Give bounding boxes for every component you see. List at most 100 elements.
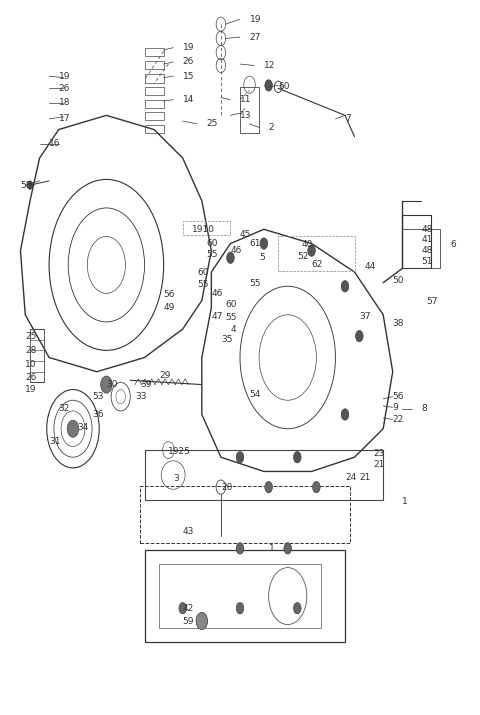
Text: 50: 50 bbox=[393, 276, 404, 285]
Text: 43: 43 bbox=[183, 528, 194, 536]
Text: 19: 19 bbox=[250, 15, 261, 24]
Text: 10: 10 bbox=[25, 360, 37, 369]
Circle shape bbox=[265, 80, 273, 91]
Text: 1925: 1925 bbox=[168, 447, 192, 456]
Text: 60: 60 bbox=[278, 82, 289, 92]
Circle shape bbox=[341, 280, 349, 292]
Circle shape bbox=[293, 603, 301, 614]
Text: 55: 55 bbox=[226, 313, 237, 322]
Text: 58: 58 bbox=[21, 181, 32, 189]
Text: 17: 17 bbox=[59, 114, 70, 124]
Text: 40: 40 bbox=[302, 240, 313, 250]
Text: 35: 35 bbox=[221, 335, 232, 344]
Circle shape bbox=[341, 409, 349, 420]
Text: 34: 34 bbox=[78, 423, 89, 432]
Text: 24: 24 bbox=[345, 473, 356, 482]
Text: 55: 55 bbox=[250, 279, 261, 288]
Text: 16: 16 bbox=[49, 139, 60, 148]
Bar bbox=[30, 329, 44, 383]
Text: 25: 25 bbox=[25, 332, 36, 340]
Text: 18: 18 bbox=[59, 98, 70, 107]
Bar bbox=[144, 99, 164, 108]
Text: 26: 26 bbox=[59, 84, 70, 93]
Text: 44: 44 bbox=[364, 262, 375, 271]
Bar bbox=[144, 87, 164, 95]
Text: 22: 22 bbox=[393, 415, 404, 424]
Text: 13: 13 bbox=[240, 111, 252, 120]
Text: 31: 31 bbox=[49, 437, 60, 446]
Circle shape bbox=[227, 252, 234, 264]
Text: 55: 55 bbox=[206, 250, 218, 259]
Circle shape bbox=[260, 238, 268, 250]
Circle shape bbox=[27, 181, 33, 189]
Text: 41: 41 bbox=[421, 235, 432, 245]
Text: 53: 53 bbox=[92, 392, 104, 401]
Text: 38: 38 bbox=[393, 319, 404, 327]
Text: 11: 11 bbox=[240, 95, 252, 104]
Text: 60: 60 bbox=[206, 239, 218, 248]
Bar bbox=[402, 215, 431, 268]
Bar bbox=[144, 74, 164, 82]
Circle shape bbox=[284, 543, 291, 554]
Text: 28: 28 bbox=[25, 346, 36, 355]
Text: 48: 48 bbox=[421, 246, 432, 255]
Text: 39: 39 bbox=[140, 380, 151, 389]
Circle shape bbox=[236, 543, 244, 554]
Text: 23: 23 bbox=[373, 449, 385, 458]
Text: 45: 45 bbox=[240, 230, 252, 240]
Circle shape bbox=[312, 481, 320, 493]
Text: 19: 19 bbox=[183, 43, 194, 52]
Text: 20: 20 bbox=[221, 483, 232, 492]
Text: 57: 57 bbox=[426, 297, 438, 307]
Text: 52: 52 bbox=[297, 252, 309, 261]
Text: 19: 19 bbox=[59, 72, 70, 81]
Circle shape bbox=[196, 613, 207, 630]
Bar bbox=[159, 564, 321, 628]
Bar bbox=[278, 237, 355, 270]
Text: 5: 5 bbox=[259, 253, 265, 262]
Text: 26: 26 bbox=[183, 57, 194, 66]
Text: 36: 36 bbox=[92, 410, 104, 419]
Text: 12: 12 bbox=[264, 61, 275, 70]
Text: 60: 60 bbox=[197, 267, 208, 277]
Text: 42: 42 bbox=[183, 603, 194, 613]
Text: 49: 49 bbox=[164, 303, 175, 312]
Bar bbox=[183, 221, 230, 235]
Text: 51: 51 bbox=[421, 257, 433, 266]
Text: 6: 6 bbox=[450, 240, 456, 250]
Text: 2: 2 bbox=[269, 123, 274, 132]
Text: 46: 46 bbox=[230, 246, 242, 255]
Text: 3: 3 bbox=[173, 474, 179, 483]
Text: 29: 29 bbox=[159, 371, 170, 380]
Text: 15: 15 bbox=[183, 72, 194, 81]
Circle shape bbox=[101, 376, 112, 393]
Text: 9: 9 bbox=[393, 403, 398, 412]
Text: 54: 54 bbox=[250, 390, 261, 399]
Text: 26: 26 bbox=[25, 373, 36, 382]
Bar bbox=[144, 550, 345, 642]
Text: 30: 30 bbox=[107, 380, 118, 389]
Text: 56: 56 bbox=[164, 290, 175, 300]
Text: 62: 62 bbox=[312, 260, 323, 270]
Text: 61: 61 bbox=[250, 239, 261, 248]
Text: 21: 21 bbox=[360, 473, 371, 482]
Text: 19: 19 bbox=[25, 385, 37, 394]
Text: 1: 1 bbox=[402, 497, 408, 506]
Text: 55: 55 bbox=[197, 280, 208, 289]
Text: 47: 47 bbox=[211, 312, 223, 322]
Text: 8: 8 bbox=[421, 404, 427, 413]
Circle shape bbox=[356, 330, 363, 342]
Bar bbox=[144, 61, 164, 69]
Bar bbox=[240, 87, 259, 133]
Text: 27: 27 bbox=[250, 32, 261, 41]
Text: 21: 21 bbox=[373, 460, 385, 469]
Text: 33: 33 bbox=[135, 392, 146, 401]
Bar bbox=[144, 124, 164, 133]
Circle shape bbox=[179, 603, 187, 614]
Text: 1: 1 bbox=[269, 544, 275, 553]
Text: 59: 59 bbox=[183, 616, 194, 626]
Text: 32: 32 bbox=[59, 404, 70, 413]
Text: 25: 25 bbox=[206, 119, 218, 129]
Text: 7: 7 bbox=[345, 114, 351, 124]
Bar bbox=[144, 112, 164, 120]
